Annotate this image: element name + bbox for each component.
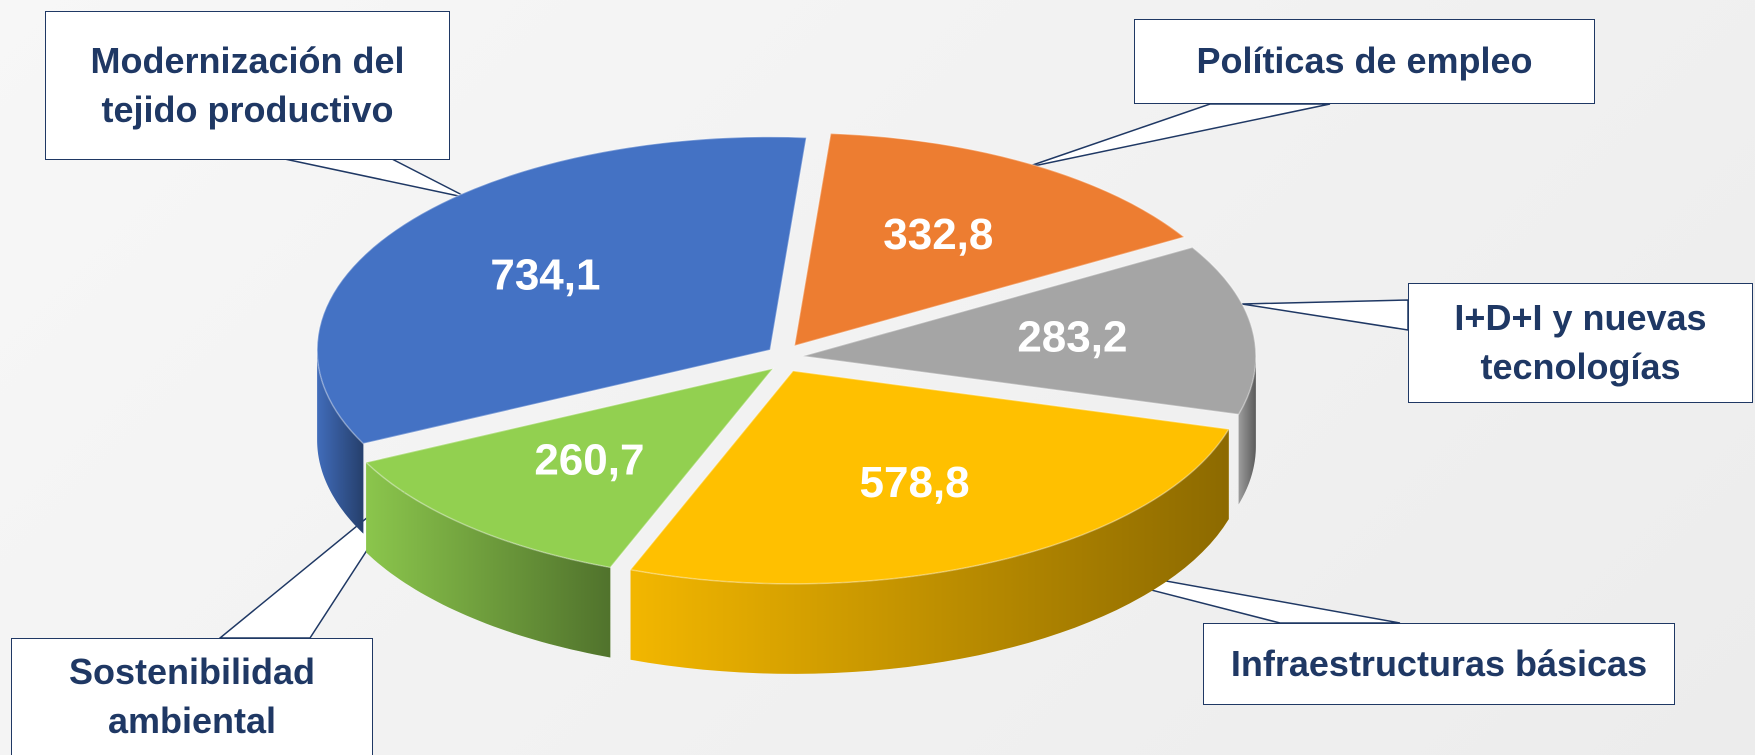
slice bbox=[629, 370, 1231, 585]
slice-side-shade bbox=[630, 429, 1229, 674]
leader-line bbox=[1241, 299, 1409, 331]
slice-side-shade bbox=[317, 349, 364, 534]
value-label: 260,7 bbox=[534, 436, 644, 485]
slice bbox=[316, 136, 808, 445]
leader-line bbox=[1023, 103, 1331, 169]
value-label: 578,8 bbox=[860, 458, 970, 507]
callout-box: Modernización del tejido productivo bbox=[45, 11, 450, 160]
value-label: 734,1 bbox=[490, 251, 600, 300]
callout-box: I+D+I y nuevas tecnologías bbox=[1408, 283, 1753, 403]
value-label: 332,8 bbox=[883, 210, 993, 259]
callout-box: Políticas de empleo bbox=[1134, 19, 1595, 104]
slice-side-shade bbox=[1238, 356, 1256, 505]
callout-box: Infraestructuras básicas bbox=[1203, 623, 1675, 705]
slice bbox=[793, 132, 1186, 347]
callout-box: Sostenibilidad ambiental bbox=[11, 638, 373, 755]
slice-side-shade bbox=[366, 462, 611, 658]
value-label: 283,2 bbox=[1017, 312, 1127, 361]
slice bbox=[364, 367, 775, 569]
pie: 332,8 283,2 578,8 260,7 734,1 bbox=[316, 132, 1257, 674]
slice bbox=[802, 246, 1257, 416]
leader-line bbox=[279, 157, 469, 199]
